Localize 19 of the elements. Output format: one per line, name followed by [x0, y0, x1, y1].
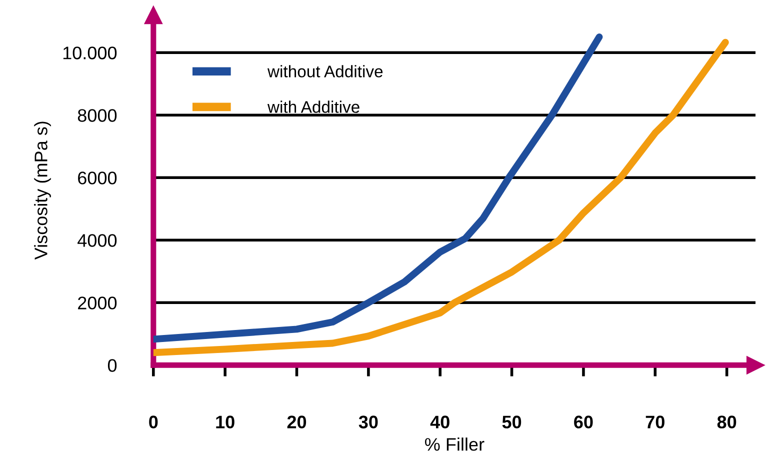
x-tick-label: 30	[358, 416, 378, 428]
legend-label: without Additive	[267, 65, 383, 78]
x-tick-label: 40	[430, 416, 450, 428]
y-tick-label: 8000	[78, 109, 117, 122]
y-tick-label: 4000	[78, 234, 117, 247]
y-tick-label: 10.000	[63, 46, 117, 60]
y-axis-title: Viscosity (mPa s)	[34, 122, 51, 260]
x-tick-label: 70	[646, 416, 664, 428]
x-tick-label: 10	[216, 416, 234, 428]
x-axis-title: % Filler	[424, 438, 484, 451]
x-tick-label: 0	[149, 416, 158, 428]
legend-label: with Additive	[267, 100, 360, 113]
y-tick-label: 0	[108, 359, 117, 372]
y-tick-label: 6000	[78, 172, 117, 184]
x-tick-label: 20	[287, 416, 306, 428]
x-tick-label: 60	[574, 416, 593, 428]
x-tick-label: 50	[502, 416, 522, 428]
x-tick-label: 80	[717, 416, 736, 428]
y-tick-label: 2000	[78, 296, 117, 310]
